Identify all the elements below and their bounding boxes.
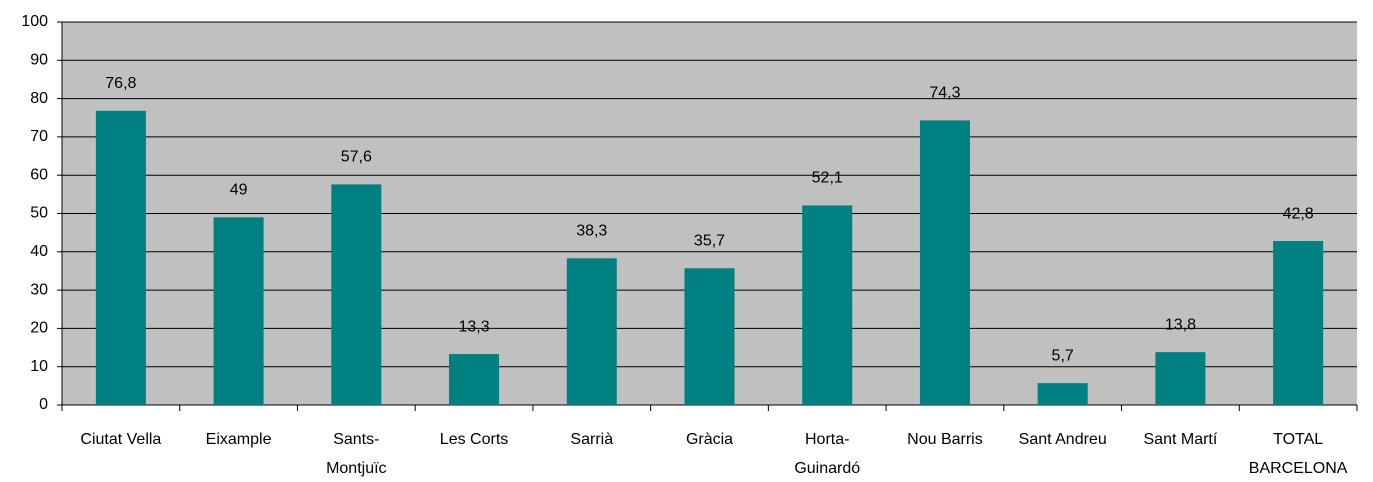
x-tick-label: Nou Barris bbox=[907, 431, 983, 448]
y-tick-label: 90 bbox=[30, 52, 48, 69]
value-label: 13,3 bbox=[458, 318, 489, 335]
x-tick-label: Sant Andreu bbox=[1019, 431, 1107, 448]
value-label: 5,7 bbox=[1052, 347, 1074, 364]
bar bbox=[919, 120, 970, 405]
value-label: 49 bbox=[230, 182, 248, 199]
x-tick-label-line: BARCELONA bbox=[1249, 460, 1348, 477]
y-tick-label: 60 bbox=[30, 166, 48, 183]
x-tick-label: TOTAL BARCELONA bbox=[1249, 431, 1348, 477]
bar bbox=[449, 354, 500, 405]
y-tick-label: 10 bbox=[30, 358, 48, 375]
value-label: 76,8 bbox=[105, 75, 136, 92]
bar bbox=[1273, 241, 1324, 405]
x-tick-label-line: Guinardó bbox=[794, 460, 860, 477]
y-tick-label: 40 bbox=[30, 243, 48, 260]
bar bbox=[684, 268, 735, 405]
x-tick-label: Sants- Montjuïc bbox=[326, 431, 386, 477]
y-tick-label: 80 bbox=[30, 90, 48, 107]
y-tick-label: 30 bbox=[30, 281, 48, 298]
bar bbox=[331, 184, 382, 405]
y-tick-label: 100 bbox=[21, 13, 48, 30]
y-tick-label: 50 bbox=[30, 205, 48, 222]
value-label: 74,3 bbox=[929, 85, 960, 102]
value-label: 52,1 bbox=[812, 170, 843, 187]
x-tick-label: Sarrià bbox=[570, 431, 613, 448]
x-tick-label-line: Sants- bbox=[333, 431, 379, 448]
bar bbox=[802, 205, 853, 405]
value-label: 38,3 bbox=[576, 223, 607, 240]
x-tick-label-line: Montjuïc bbox=[326, 460, 386, 477]
x-tick-label: Gràcia bbox=[686, 431, 733, 448]
value-label: 57,6 bbox=[341, 149, 372, 166]
x-tick-label: Ciutat Vella bbox=[80, 431, 161, 448]
bar bbox=[566, 258, 617, 405]
x-tick-label-line: Horta- bbox=[805, 431, 849, 448]
bar bbox=[213, 217, 264, 405]
x-tick-label: Horta- Guinardó bbox=[794, 431, 860, 477]
bar bbox=[1155, 352, 1206, 405]
bar bbox=[95, 110, 146, 405]
value-label: 13,8 bbox=[1165, 316, 1196, 333]
value-label: 42,8 bbox=[1283, 205, 1314, 222]
value-label: 35,7 bbox=[694, 232, 725, 249]
x-tick-label: Eixample bbox=[206, 431, 272, 448]
y-tick-label: 20 bbox=[30, 320, 48, 337]
x-tick-label-line: TOTAL bbox=[1273, 431, 1323, 448]
x-tick-label: Sant Martí bbox=[1144, 431, 1218, 448]
y-tick-label: 70 bbox=[30, 128, 48, 145]
y-tick-label: 0 bbox=[39, 396, 48, 413]
x-tick-label: Les Corts bbox=[440, 431, 508, 448]
bar bbox=[1037, 383, 1088, 405]
